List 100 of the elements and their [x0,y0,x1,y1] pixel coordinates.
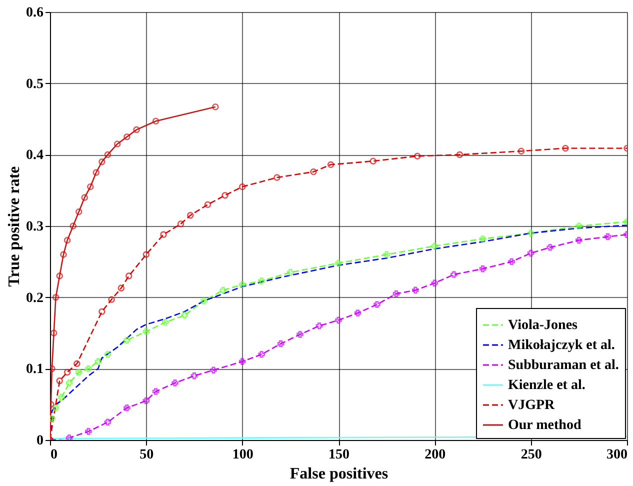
point [52,404,60,412]
point [450,271,458,278]
point [220,286,226,294]
point [518,148,525,154]
point [98,308,106,315]
y-tick-label: 0.2 [26,290,44,306]
point [124,133,130,140]
point [258,278,265,284]
y-axis-title: True positive rate [6,166,23,287]
point [527,230,534,237]
point [50,415,56,422]
x-tick-label: 200 [424,448,446,462]
point [56,377,64,384]
point [354,310,362,316]
point [392,290,400,298]
x-tick-label: 150 [328,448,350,462]
point [222,192,228,199]
point [87,183,94,190]
x-tick-label: 250 [520,448,542,462]
point [296,331,304,338]
point [92,169,100,176]
y-tick-label: 0.5 [26,76,44,92]
point [210,366,217,374]
point [58,394,65,401]
point [66,380,73,386]
legend-label: Subburaman et al. [508,358,619,373]
point [187,212,194,219]
point [74,360,80,368]
point [181,312,188,319]
point [64,236,71,244]
point [104,418,112,426]
point [142,328,150,335]
point [133,126,140,134]
point [431,280,438,286]
point [562,144,569,152]
point [546,244,554,251]
point [162,318,169,326]
point [274,174,280,181]
point [85,428,92,435]
point [94,358,102,365]
x-tick-label: 50 [140,448,154,462]
point [414,152,421,160]
point [370,158,377,164]
point [50,330,58,336]
legend-label: Mikołajczyk et al. [508,338,615,353]
point [98,158,106,166]
y-tick-label: 0.1 [26,362,44,378]
y-tick-label: 0.3 [26,220,44,234]
y-tick-label: 0 [36,434,44,448]
point [56,272,64,280]
x-tick-label: 300 [606,448,628,462]
point [238,183,246,190]
point [238,358,246,365]
x-axis-title: False positives [290,466,388,482]
point [479,235,486,242]
point [142,251,150,258]
point [335,260,342,266]
x-tick-label: 100 [232,448,254,462]
point [335,316,342,324]
point [456,151,464,158]
point [108,296,115,303]
point [258,351,265,358]
x-tick-label: 0 [50,448,58,462]
point [52,294,60,301]
point [125,272,132,280]
point [104,151,112,158]
point [104,351,112,358]
point [160,231,167,238]
point [604,233,612,240]
point [327,161,334,168]
point [527,250,534,256]
point [177,220,184,228]
point [152,118,160,125]
point [190,372,198,380]
point [277,340,284,348]
y-tick-label: 0.4 [26,148,44,164]
point [374,301,380,308]
point [81,194,88,201]
y-tick-label: 0.6 [26,6,44,20]
point [75,368,82,376]
point [310,168,317,176]
point [576,222,582,230]
point [142,397,150,404]
point [383,251,390,258]
point [238,281,246,288]
point [66,434,73,440]
point [85,365,92,372]
legend-label: Our method [508,418,582,433]
point [124,404,130,412]
point [576,236,582,244]
point [172,380,178,386]
point [508,258,515,266]
point [152,388,160,395]
point [64,368,71,376]
point [412,286,419,294]
point [200,298,208,304]
point [70,222,76,230]
legend-label: VJGPR [508,398,556,413]
point [118,284,125,292]
point [60,251,67,258]
